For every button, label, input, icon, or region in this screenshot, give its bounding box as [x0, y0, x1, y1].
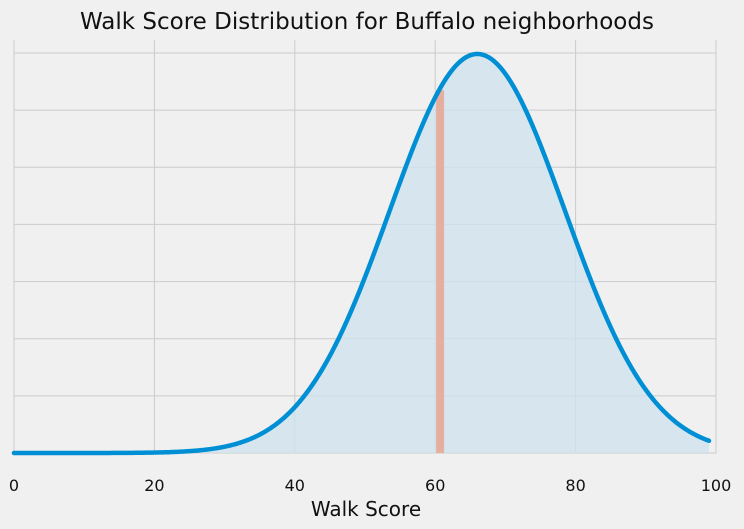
x-tick-label: 80 [565, 476, 585, 495]
x-tick-label: 0 [9, 476, 19, 495]
chart-title: Walk Score Distribution for Buffalo neig… [80, 9, 654, 35]
distribution-curve [11, 51, 712, 456]
distribution-fill [14, 53, 709, 453]
data-layer [11, 51, 712, 456]
x-tick-label: 20 [144, 476, 164, 495]
x-tick-label: 100 [701, 476, 732, 495]
x-tick-label: 40 [285, 476, 305, 495]
x-tick-label: 60 [425, 476, 445, 495]
x-axis-label: Walk Score [311, 497, 421, 521]
x-tick-labels: 0 20 40 60 80 100 [9, 476, 731, 495]
